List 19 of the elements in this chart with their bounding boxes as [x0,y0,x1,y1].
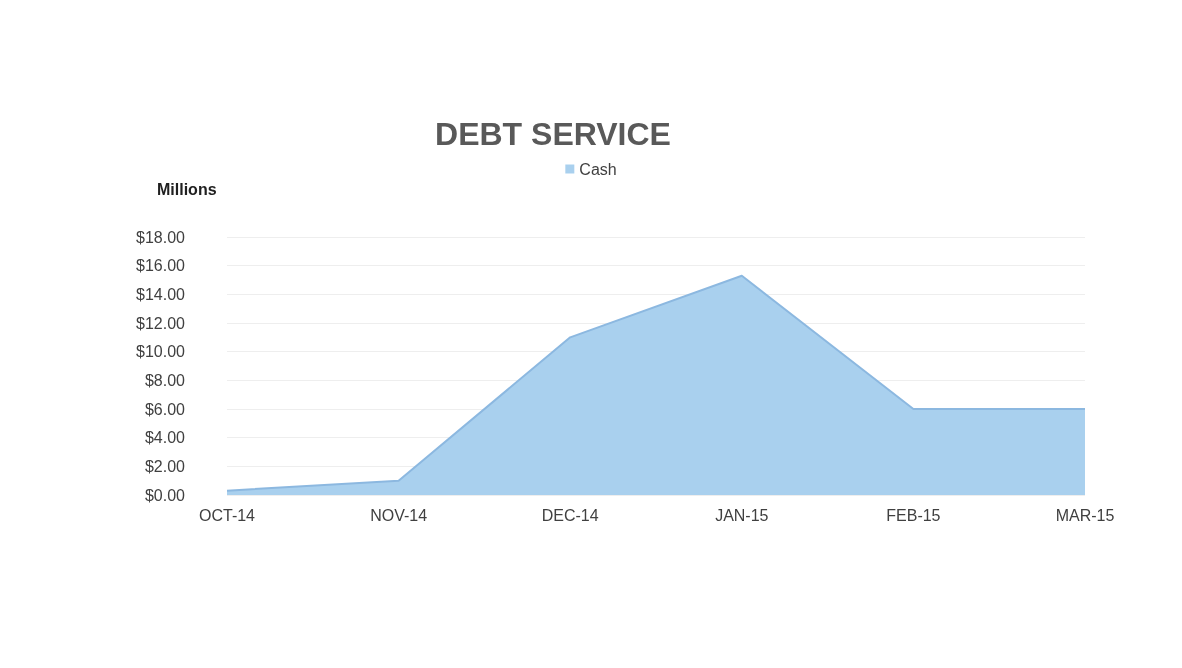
y-tick-label: $0.00 [144,486,186,504]
y-tick-label: $12.00 [136,314,186,332]
y-tick-label: $16.00 [136,257,186,275]
legend-label: Cash [579,160,617,178]
x-tick-label: DEC-14 [541,506,599,524]
x-tick-label: JAN-15 [715,506,769,524]
x-tick-label: FEB-15 [886,506,941,524]
x-tick-label: OCT-14 [198,506,256,524]
y-tick-label: $6.00 [144,400,186,418]
x-tick-label: NOV-14 [370,506,428,524]
y-tick-label: $4.00 [144,429,186,447]
x-tick-label: MAR-15 [1055,506,1115,524]
y-tick-label: $2.00 [144,457,186,475]
y-tick-label: $8.00 [144,371,186,389]
chart-title: DEBT SERVICE [435,116,671,152]
y-tick-label: $10.00 [136,343,186,361]
y-tick-label: $14.00 [136,285,186,303]
y-axis-title: Millions [157,180,217,198]
y-tick-label: $18.00 [136,228,186,246]
